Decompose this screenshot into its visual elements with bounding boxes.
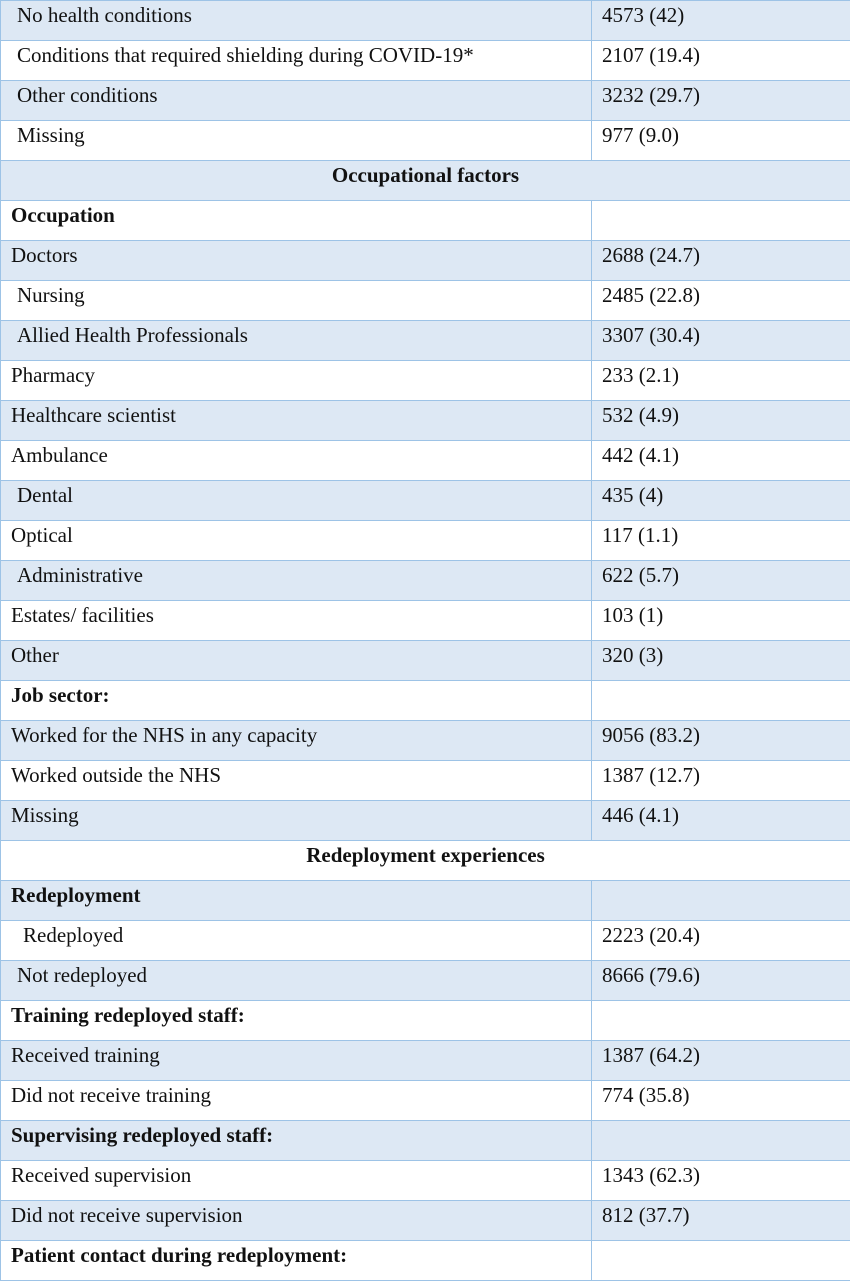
row-value: 1343 (62.3): [592, 1161, 850, 1201]
row-value: 2688 (24.7): [592, 241, 850, 281]
group-heading: Redeployment: [1, 881, 592, 921]
row-value: 1387 (64.2): [592, 1041, 850, 1081]
row-value: [592, 1241, 850, 1281]
row-label: Other conditions: [1, 81, 592, 121]
row-label: Did not receive training: [1, 1081, 592, 1121]
section-row: Redeployment experiences: [1, 841, 850, 881]
row-value: [592, 881, 850, 921]
row-label: Received training: [1, 1041, 592, 1081]
row-label: Ambulance: [1, 441, 592, 481]
group-heading-row: Occupation: [1, 201, 850, 241]
group-heading-row: Training redeployed staff:: [1, 1001, 850, 1041]
row-label: Administrative: [1, 561, 592, 601]
row-value: 103 (1): [592, 601, 850, 641]
group-heading-row: Job sector:: [1, 681, 850, 721]
row-value: 320 (3): [592, 641, 850, 681]
group-heading: Supervising redeployed staff:: [1, 1121, 592, 1161]
group-heading-row: Supervising redeployed staff:: [1, 1121, 850, 1161]
row-label: Dental: [1, 481, 592, 521]
row-value: [592, 681, 850, 721]
row-value: 1387 (12.7): [592, 761, 850, 801]
row-value: [592, 1121, 850, 1161]
row-label: Worked outside the NHS: [1, 761, 592, 801]
row-value: 774 (35.8): [592, 1081, 850, 1121]
row-label: Received supervision: [1, 1161, 592, 1201]
row-value: 622 (5.7): [592, 561, 850, 601]
row-value: 4573 (42): [592, 1, 850, 41]
row-label: Conditions that required shielding durin…: [1, 41, 592, 81]
row-value: 117 (1.1): [592, 521, 850, 561]
group-heading: Occupation: [1, 201, 592, 241]
row-label: Pharmacy: [1, 361, 592, 401]
row-value: 812 (37.7): [592, 1201, 850, 1241]
row-label: Did not receive supervision: [1, 1201, 592, 1241]
row-label: Other: [1, 641, 592, 681]
row-value: 3307 (30.4): [592, 321, 850, 361]
row-value: 233 (2.1): [592, 361, 850, 401]
row-value: 9056 (83.2): [592, 721, 850, 761]
section-title: Occupational factors: [1, 161, 850, 201]
row-label: Not redeployed: [1, 961, 592, 1001]
group-heading-row: Patient contact during redeployment:: [1, 1241, 850, 1281]
row-label: Missing: [1, 121, 592, 161]
row-value: 435 (4): [592, 481, 850, 521]
row-value: 3232 (29.7): [592, 81, 850, 121]
row-value: 442 (4.1): [592, 441, 850, 481]
group-heading: Job sector:: [1, 681, 592, 721]
row-label: Doctors: [1, 241, 592, 281]
row-label: Healthcare scientist: [1, 401, 592, 441]
row-value: 532 (4.9): [592, 401, 850, 441]
row-value: 2107 (19.4): [592, 41, 850, 81]
row-value: 8666 (79.6): [592, 961, 850, 1001]
group-heading: Training redeployed staff:: [1, 1001, 592, 1041]
row-value: 2485 (22.8): [592, 281, 850, 321]
row-value: 446 (4.1): [592, 801, 850, 841]
row-label: Allied Health Professionals: [1, 321, 592, 361]
row-label: Nursing: [1, 281, 592, 321]
row-label: Worked for the NHS in any capacity: [1, 721, 592, 761]
section-title: Redeployment experiences: [1, 841, 850, 881]
row-label: No health conditions: [1, 1, 592, 41]
row-label: Missing: [1, 801, 592, 841]
group-heading-row: Redeployment: [1, 881, 850, 921]
row-value: 2223 (20.4): [592, 921, 850, 961]
row-value: 977 (9.0): [592, 121, 850, 161]
row-value: [592, 1001, 850, 1041]
group-heading: Patient contact during redeployment:: [1, 1241, 592, 1281]
table-row: Conditions that required shielding durin…: [1, 41, 850, 81]
row-label: Estates/ facilities: [1, 601, 592, 641]
row-label: Redeployed: [1, 921, 592, 961]
section-row: Occupational factors: [1, 161, 850, 201]
row-value: [592, 201, 850, 241]
row-label: Optical: [1, 521, 592, 561]
